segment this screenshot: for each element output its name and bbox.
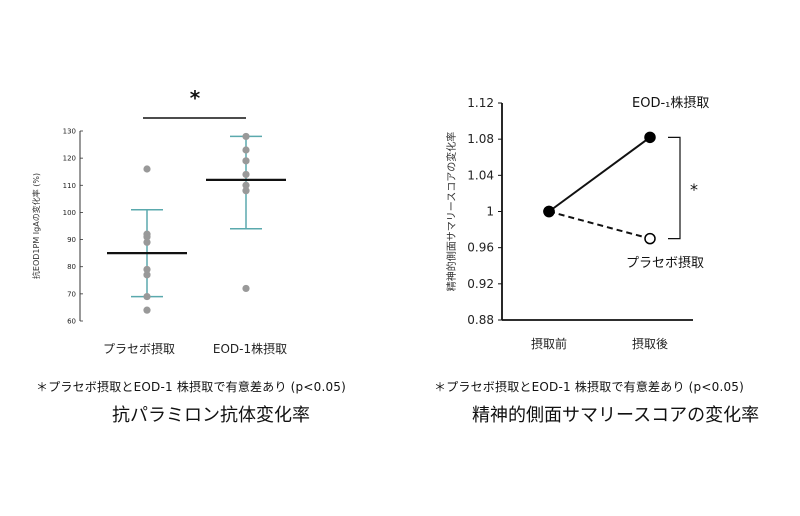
data-point: [242, 157, 250, 165]
x-category-label: 摂取後: [632, 336, 668, 351]
significance-mark: *: [690, 180, 698, 199]
y-tick-label: 120: [63, 155, 76, 163]
y-tick-label: 1: [486, 205, 494, 219]
y-tick-label: 80: [67, 263, 76, 271]
data-point: [644, 131, 656, 144]
significance-footnote: ＊プラセボ摂取とEOD-1 株摂取で有意差あり (p<0.05): [36, 380, 347, 394]
data-point: [143, 292, 151, 301]
data-point: [543, 205, 555, 218]
mental-score-chart: 0.88 0.92 0.96 1 1.04 1.08 1.12 精神的側面サマリースコアの変化…: [445, 95, 709, 351]
data-point: [242, 181, 250, 189]
data-point: [143, 165, 151, 173]
data-point: [242, 187, 250, 195]
chart-caption: 抗パラミロン抗体変化率: [112, 405, 310, 426]
series-label: プラセボ摂取: [626, 255, 704, 271]
x-category-label: 摂取前: [531, 336, 567, 351]
y-tick-label: 1.12: [467, 96, 494, 110]
y-axis-label: 抗EOD1PM IgAの変化率 (%): [31, 173, 41, 279]
mental-score-chart-panel: 0.88 0.92 0.96 1 1.04 1.08 1.12 精神的側面サマリースコアの変化…: [400, 0, 800, 516]
significance-bracket: [668, 136, 681, 240]
data-point: [143, 271, 151, 279]
series-label: EOD-₁株摂取: [632, 95, 709, 111]
data-point: [143, 265, 151, 274]
y-tick-label: 130: [63, 128, 76, 136]
y-tick-label: 100: [63, 209, 76, 217]
data-point: [242, 132, 250, 141]
antibody-chart: 60 70 80 90 100 110 120 130 抗EOD1PM IgAの変化率 (%) プ…: [31, 86, 287, 356]
data-point: [143, 233, 151, 241]
y-axis-label: 精神的側面サマリースコアの変化率: [445, 132, 458, 292]
data-point: [242, 170, 250, 179]
y-tick-label: 70: [67, 290, 76, 298]
y-tick-label: 110: [63, 182, 76, 190]
series-line: [548, 210, 651, 240]
significance-footnote: ＊プラセボ摂取とEOD-1 株摂取で有意差あり (p<0.05): [434, 380, 745, 394]
y-tick-label: 0.92: [467, 277, 494, 291]
data-point: [644, 232, 656, 245]
y-tick-label: 90: [67, 236, 76, 244]
y-tick-label: 0.88: [467, 313, 494, 327]
data-point: [143, 238, 151, 246]
antibody-chart-panel: 60 70 80 90 100 110 120 130 抗EOD1PM IgAの変化率 (%) プ…: [31, 86, 347, 426]
y-tick-label: 1.04: [467, 168, 494, 182]
y-tick-label: 60: [67, 318, 76, 326]
x-category-label: EOD-1株摂取: [213, 341, 287, 356]
chart-caption: 精神的側面サマリースコアの変化率: [472, 405, 760, 426]
data-point: [143, 306, 151, 314]
data-point: [242, 284, 250, 293]
significance-mark: *: [190, 86, 201, 110]
y-tick-label: 1.08: [467, 132, 494, 146]
data-point: [242, 146, 250, 154]
y-tick-label: 0.96: [467, 241, 494, 255]
x-category-label: プラセボ摂取: [103, 341, 175, 356]
series-line: [548, 136, 651, 213]
